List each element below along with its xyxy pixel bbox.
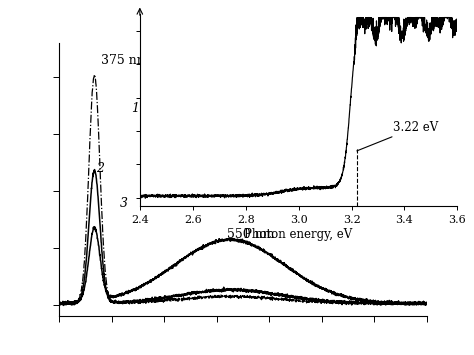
Text: 550 nm: 550 nm bbox=[227, 228, 274, 241]
Text: 2: 2 bbox=[96, 162, 104, 175]
Text: 1: 1 bbox=[131, 102, 139, 115]
X-axis label: Photon energy, eV: Photon energy, eV bbox=[245, 228, 353, 241]
Text: 375 nm: 375 nm bbox=[101, 54, 149, 67]
Text: 3: 3 bbox=[120, 197, 128, 211]
Text: 3.22 eV: 3.22 eV bbox=[357, 121, 438, 151]
